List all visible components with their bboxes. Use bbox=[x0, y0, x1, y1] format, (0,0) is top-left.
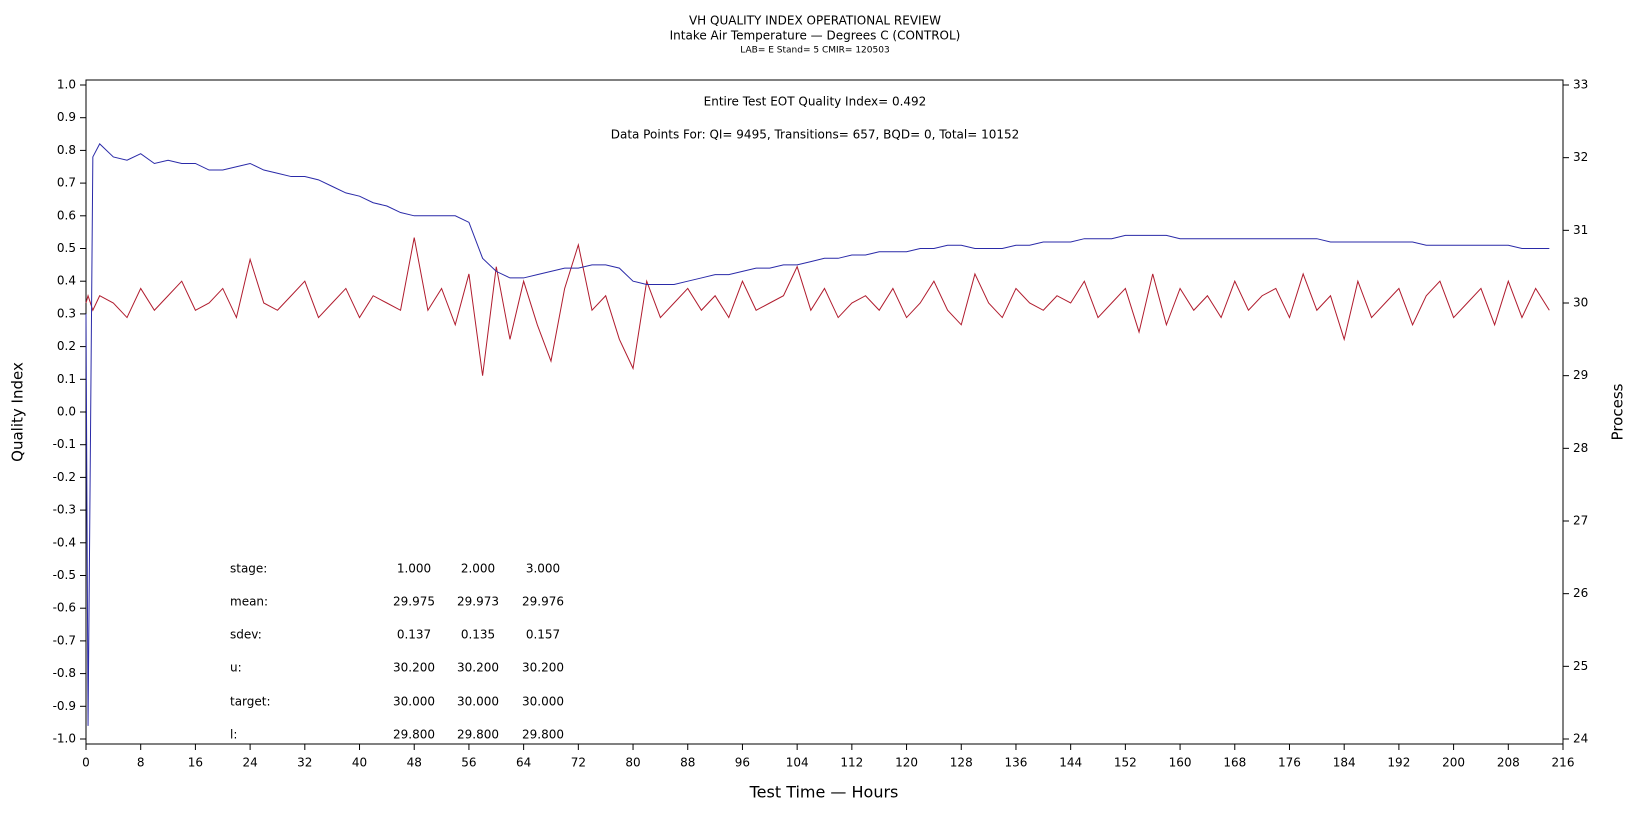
stats-value: 29.976 bbox=[522, 595, 564, 609]
y-tick-label: 0.4 bbox=[57, 274, 76, 288]
x-tick-label: 88 bbox=[680, 756, 695, 770]
y-tick-label: 0.3 bbox=[57, 306, 76, 320]
x-tick-label: 152 bbox=[1114, 756, 1137, 770]
stats-value: 29.973 bbox=[457, 595, 499, 609]
stats-value: 30.000 bbox=[522, 695, 564, 709]
x-tick-label: 216 bbox=[1552, 756, 1575, 770]
x-tick-label: 144 bbox=[1059, 756, 1082, 770]
y-tick-label: -0.8 bbox=[53, 666, 76, 680]
x-tick-label: 160 bbox=[1169, 756, 1192, 770]
y2-tick-label: 30 bbox=[1573, 296, 1588, 310]
stats-value: 0.157 bbox=[526, 628, 560, 642]
stats-value: 30.000 bbox=[393, 695, 435, 709]
y-tick-label: 0.0 bbox=[57, 405, 76, 419]
stats-value: 1.000 bbox=[397, 562, 431, 576]
stats-value: 0.135 bbox=[461, 628, 495, 642]
x-tick-label: 184 bbox=[1333, 756, 1356, 770]
chart-subsubtitle: LAB= E Stand= 5 CMIR= 120503 bbox=[740, 46, 889, 56]
y-tick-label: 0.1 bbox=[57, 372, 76, 386]
y2-tick-label: 24 bbox=[1573, 732, 1588, 746]
stats-label: l: bbox=[230, 728, 237, 742]
stats-value: 30.000 bbox=[457, 695, 499, 709]
y-tick-label: 0.5 bbox=[57, 241, 76, 255]
x-tick-label: 80 bbox=[625, 756, 640, 770]
x-tick-label: 0 bbox=[82, 756, 90, 770]
y2-tick-label: 32 bbox=[1573, 150, 1588, 164]
x-tick-label: 128 bbox=[950, 756, 973, 770]
x-tick-label: 8 bbox=[137, 756, 145, 770]
y-tick-label: 0.6 bbox=[57, 208, 76, 222]
x-tick-label: 104 bbox=[786, 756, 809, 770]
y2-axis-label: Process bbox=[1609, 383, 1627, 440]
stats-value: 2.000 bbox=[461, 562, 495, 576]
y-tick-label: 1.0 bbox=[57, 78, 76, 92]
x-tick-label: 168 bbox=[1223, 756, 1246, 770]
stats-label: sdev: bbox=[230, 628, 262, 642]
y-tick-label: -0.4 bbox=[53, 535, 76, 549]
data-line bbox=[85, 237, 1550, 376]
y-tick-label: -1.0 bbox=[53, 732, 76, 746]
stats-value: 30.200 bbox=[457, 661, 499, 675]
x-tick-label: 176 bbox=[1278, 756, 1301, 770]
x-tick-label: 200 bbox=[1442, 756, 1465, 770]
x-tick-label: 64 bbox=[516, 756, 531, 770]
y-axis-label: Quality Index bbox=[9, 362, 27, 462]
y2-tick-label: 27 bbox=[1573, 514, 1588, 528]
stats-value: 29.800 bbox=[393, 728, 435, 742]
y2-tick-label: 31 bbox=[1573, 223, 1588, 237]
data-line bbox=[85, 143, 1550, 726]
x-tick-label: 40 bbox=[352, 756, 367, 770]
annotation: Entire Test EOT Quality Index= 0.492 bbox=[704, 95, 927, 109]
stats-value: 3.000 bbox=[526, 562, 560, 576]
y-tick-label: -0.5 bbox=[53, 568, 76, 582]
x-tick-label: 192 bbox=[1387, 756, 1410, 770]
stats-value: 29.800 bbox=[522, 728, 564, 742]
y2-tick-label: 29 bbox=[1573, 368, 1588, 382]
stats-label: u: bbox=[230, 661, 242, 675]
stats-label: mean: bbox=[230, 595, 268, 609]
y2-tick-label: 26 bbox=[1573, 586, 1588, 600]
y-tick-label: -0.6 bbox=[53, 601, 76, 615]
stats-label: target: bbox=[230, 695, 271, 709]
x-tick-label: 120 bbox=[895, 756, 918, 770]
y-tick-label: -0.3 bbox=[53, 503, 76, 517]
y2-tick-label: 28 bbox=[1573, 441, 1588, 455]
x-tick-label: 16 bbox=[188, 756, 203, 770]
x-tick-label: 208 bbox=[1497, 756, 1520, 770]
y2-tick-label: 25 bbox=[1573, 659, 1588, 673]
y2-tick-label: 33 bbox=[1573, 78, 1588, 92]
y-tick-label: 0.9 bbox=[57, 110, 76, 124]
x-tick-label: 96 bbox=[735, 756, 750, 770]
stats-value: 29.800 bbox=[457, 728, 499, 742]
y-tick-label: -0.9 bbox=[53, 699, 76, 713]
y-tick-label: 0.7 bbox=[57, 176, 76, 190]
y-tick-label: -0.2 bbox=[53, 470, 76, 484]
x-tick-label: 112 bbox=[840, 756, 863, 770]
chart-subtitle: Intake Air Temperature — Degrees C (CONT… bbox=[670, 29, 961, 43]
x-axis-label: Test Time — Hours bbox=[749, 783, 899, 802]
x-tick-label: 24 bbox=[242, 756, 257, 770]
plot-frame bbox=[85, 79, 1564, 745]
annotation: Data Points For: QI= 9495, Transitions= … bbox=[611, 128, 1020, 142]
x-tick-label: 56 bbox=[461, 756, 476, 770]
y-tick-label: 0.8 bbox=[57, 143, 76, 157]
x-tick-label: 136 bbox=[1005, 756, 1028, 770]
x-tick-label: 32 bbox=[297, 756, 312, 770]
x-tick-label: 72 bbox=[571, 756, 586, 770]
y-tick-label: 0.2 bbox=[57, 339, 76, 353]
stats-label: stage: bbox=[230, 562, 267, 576]
chart-title: VH QUALITY INDEX OPERATIONAL REVIEW bbox=[689, 14, 941, 28]
y-tick-label: -0.7 bbox=[53, 633, 76, 647]
stats-value: 30.200 bbox=[522, 661, 564, 675]
y-tick-label: -0.1 bbox=[53, 437, 76, 451]
stats-value: 30.200 bbox=[393, 661, 435, 675]
stats-value: 29.975 bbox=[393, 595, 435, 609]
stats-value: 0.137 bbox=[397, 628, 431, 642]
x-tick-label: 48 bbox=[407, 756, 422, 770]
